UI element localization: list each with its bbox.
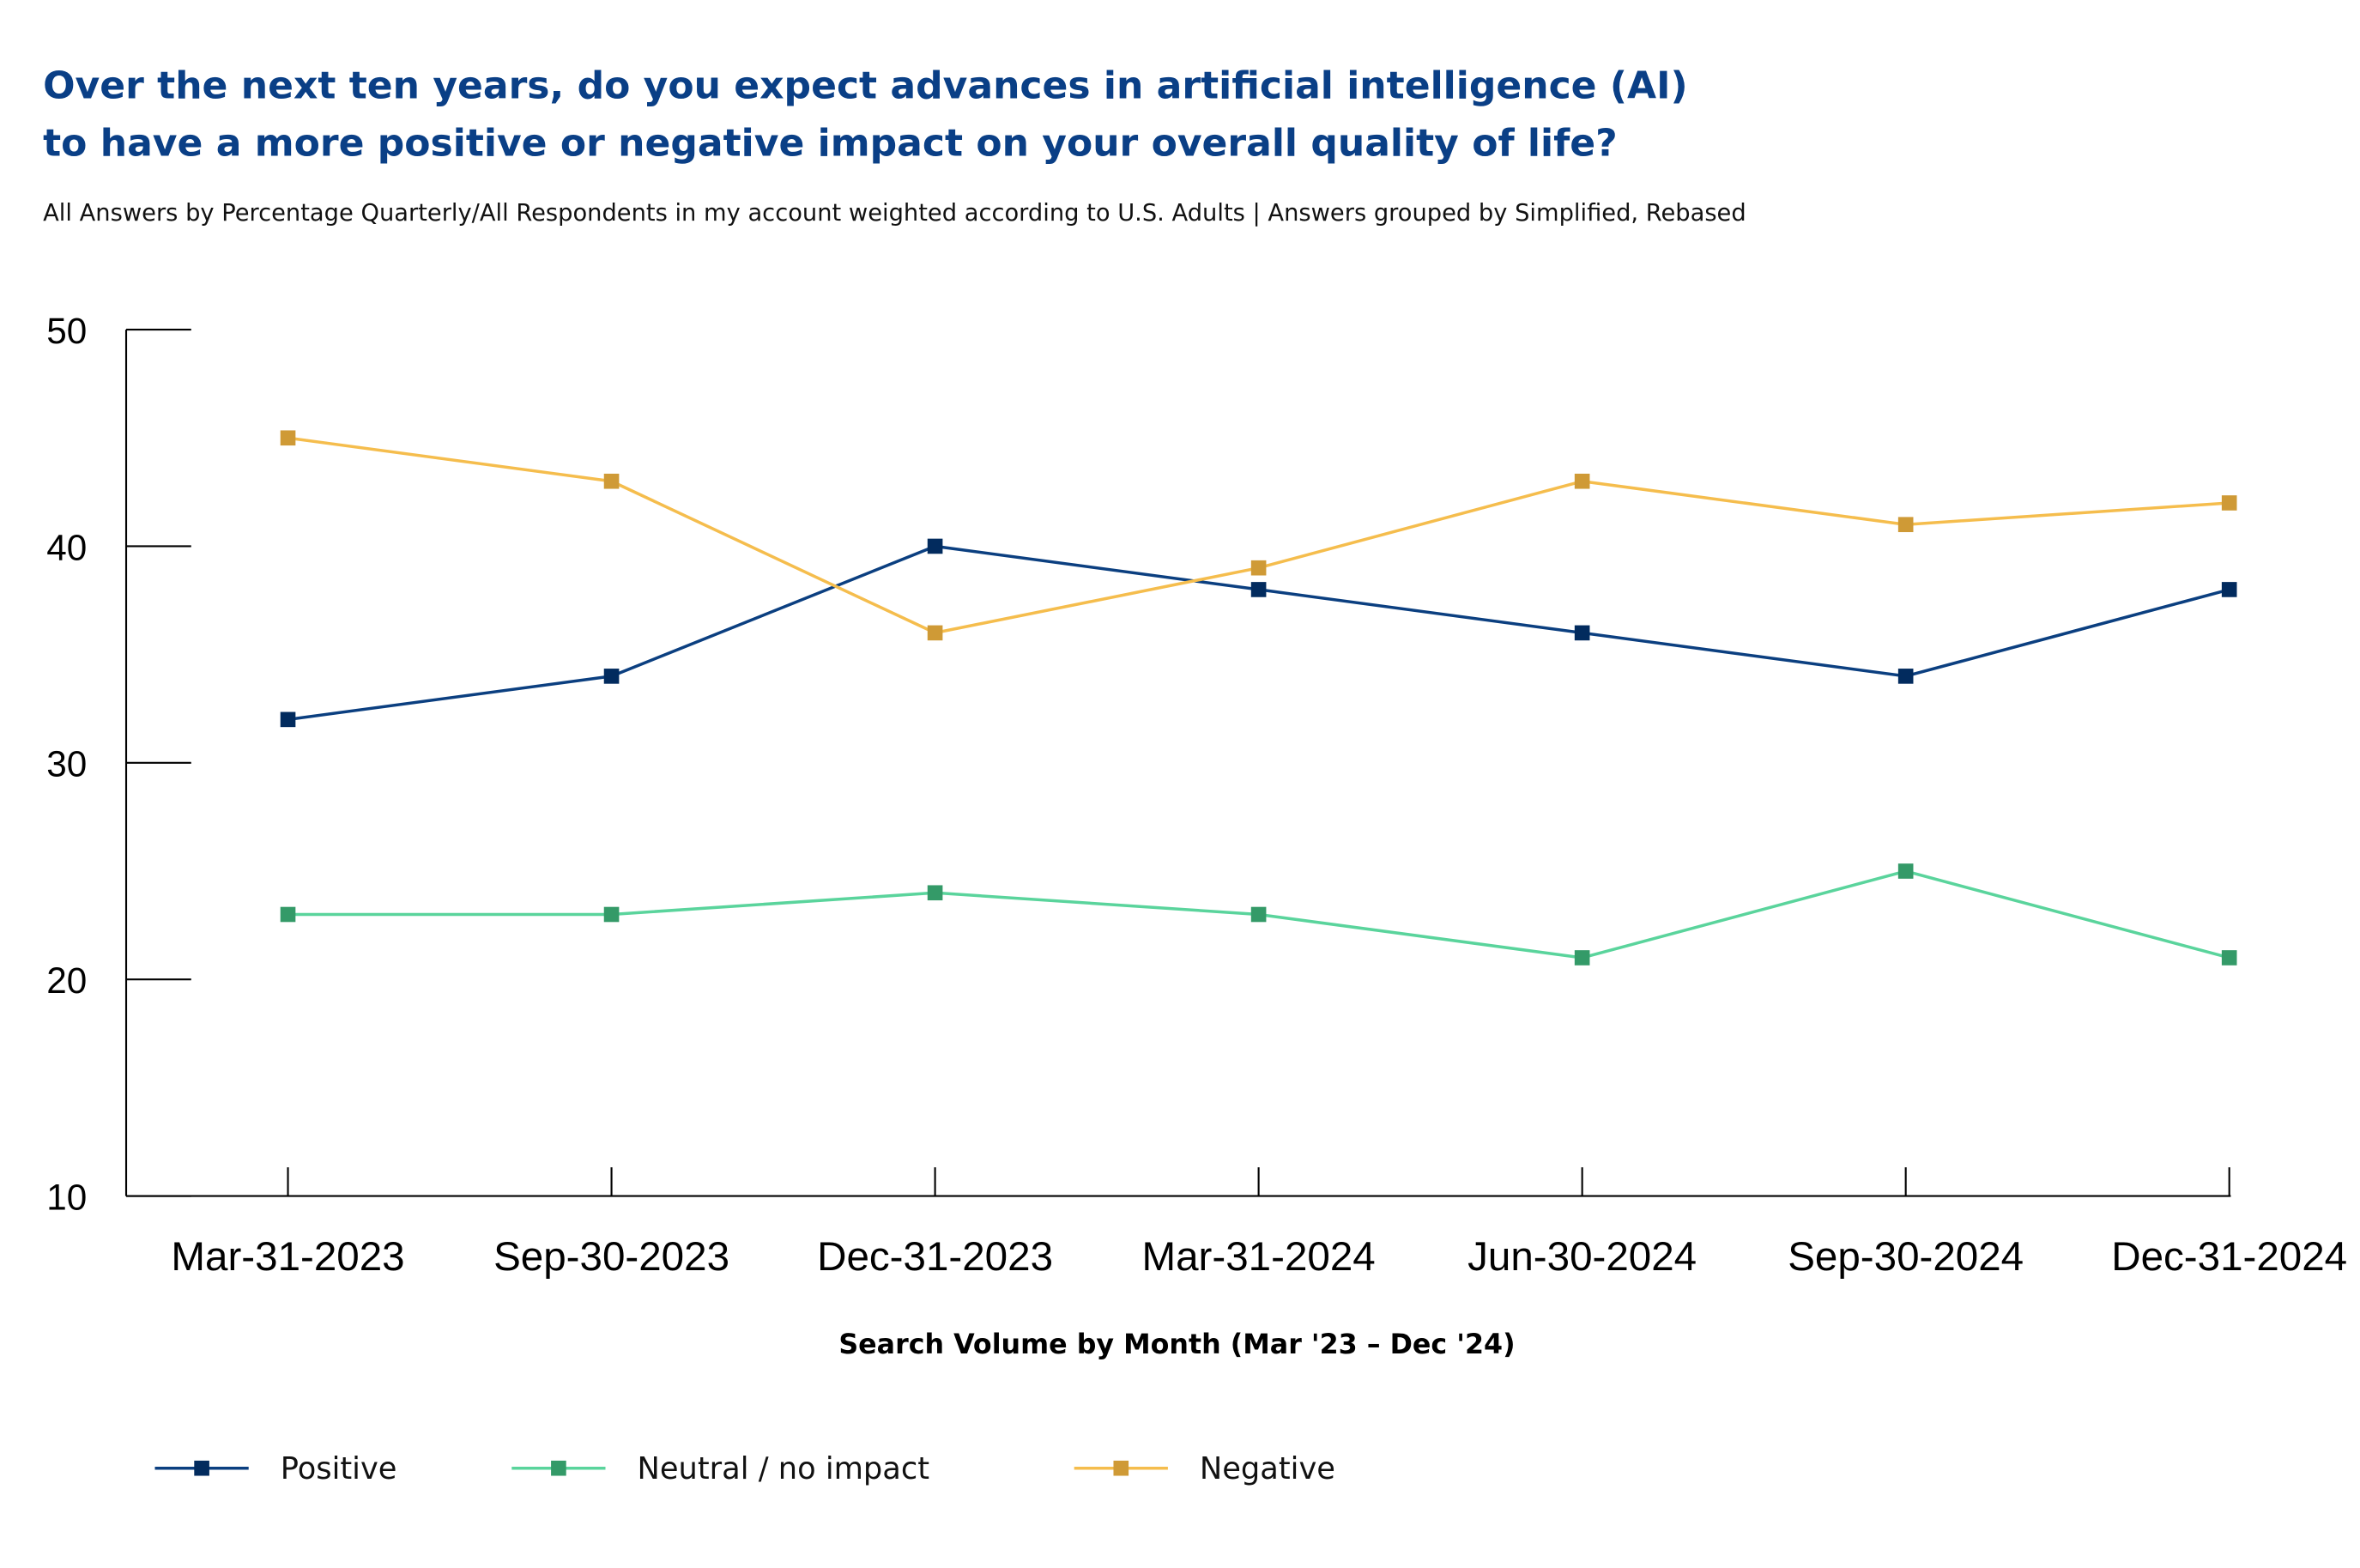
x-tick-label: Dec-31-2024 <box>2111 1234 2347 1280</box>
data-point-negative <box>1574 473 1590 489</box>
legend-marker <box>194 1460 209 1476</box>
legend-marker <box>551 1460 566 1476</box>
y-ticks: 10 20 30 40 50 <box>46 311 191 1217</box>
x-ticks: Mar-31-2023 Sep-30-2023 Dec-31-2023 Mar-31-… <box>171 1167 2347 1280</box>
data-point-negative <box>603 473 620 489</box>
series-negative <box>280 430 2237 641</box>
x-axis-label: Search Volume by Month (Mar '23 – Dec '2… <box>838 1329 1515 1360</box>
series-group <box>280 430 2237 966</box>
series-positive <box>280 538 2237 728</box>
data-point-positive <box>2221 582 2237 597</box>
data-point-neutral-no-impact <box>927 885 943 901</box>
data-point-negative <box>2221 495 2237 511</box>
chart-title-line2: to have a more positive or negative impa… <box>43 121 1618 165</box>
chart-title: Over the next ten years, do you expect a… <box>43 64 1687 108</box>
data-point-positive <box>927 538 943 554</box>
legend-item-negative: Negative <box>1074 1451 1335 1486</box>
data-point-neutral-no-impact <box>1250 906 1267 923</box>
chart-subtitle: All Answers by Percentage Quarterly/All … <box>43 200 1746 227</box>
x-tick-label: Jun-30-2024 <box>1467 1234 1697 1280</box>
x-tick-label: Sep-30-2023 <box>493 1234 729 1280</box>
y-tick-label: 20 <box>46 960 87 1001</box>
legend-item-neutral-no-impact: Neutral / no impact <box>511 1451 929 1486</box>
data-point-neutral-no-impact <box>603 906 620 923</box>
data-point-neutral-no-impact <box>1897 863 1914 879</box>
legend-item-positive: Positive <box>154 1451 397 1486</box>
x-tick-label: Dec-31-2023 <box>817 1234 1053 1280</box>
data-point-neutral-no-impact <box>1574 950 1590 966</box>
x-tick-label: Mar-31-2023 <box>171 1234 404 1280</box>
y-tick-label: 30 <box>46 744 87 784</box>
data-point-neutral-no-impact <box>280 906 296 923</box>
legend-label: Positive <box>281 1451 397 1486</box>
legend-marker <box>1113 1460 1129 1476</box>
data-point-neutral-no-impact <box>2221 950 2237 966</box>
y-tick-label: 50 <box>46 311 87 351</box>
series-line-negative <box>287 436 2230 635</box>
data-point-negative <box>280 430 296 446</box>
data-point-positive <box>1574 625 1590 641</box>
data-point-negative <box>1250 560 1267 576</box>
legend-label: Negative <box>1200 1451 1335 1486</box>
legend-label: Neutral / no impact <box>638 1451 930 1486</box>
y-tick-label: 10 <box>46 1177 87 1217</box>
data-point-positive <box>1897 669 1914 684</box>
legend: Positive Neutral / no impact Negative <box>154 1451 1335 1486</box>
series-neutral-no-impact <box>280 863 2237 966</box>
data-point-negative <box>1897 517 1914 533</box>
x-tick-label: Sep-30-2024 <box>1788 1234 2024 1280</box>
data-point-positive <box>1250 582 1267 597</box>
y-tick-label: 40 <box>46 527 87 567</box>
x-tick-label: Mar-31-2024 <box>1142 1234 1376 1280</box>
data-point-negative <box>927 625 943 641</box>
data-point-positive <box>603 669 620 684</box>
data-point-positive <box>280 711 296 728</box>
